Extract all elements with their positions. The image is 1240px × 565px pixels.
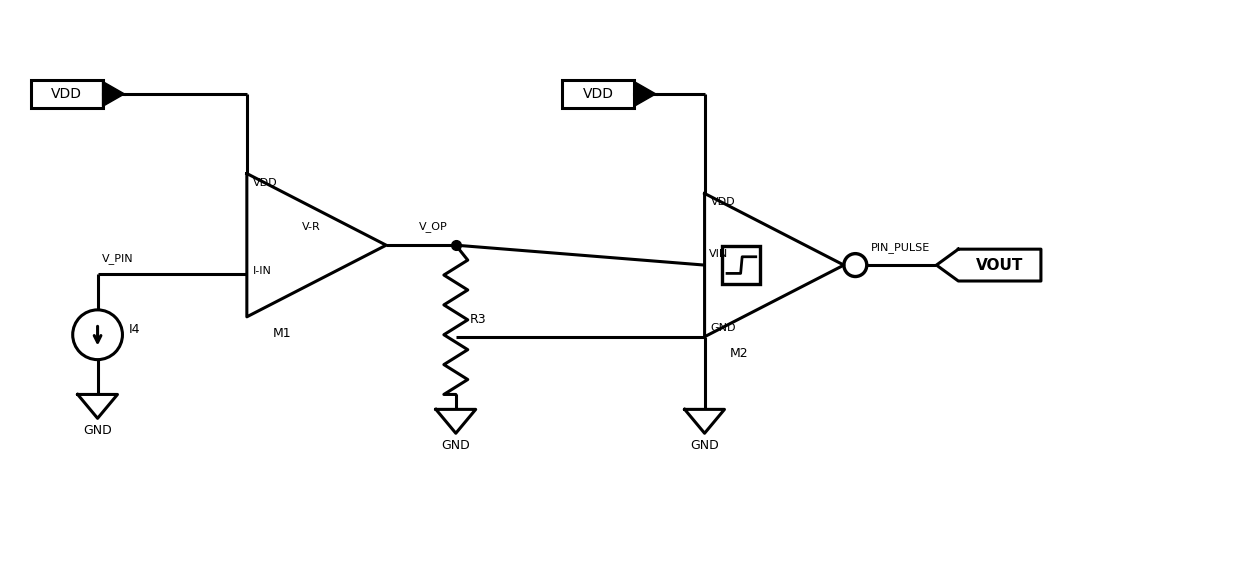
Text: VDD: VDD xyxy=(583,87,614,101)
Bar xyxy=(31,80,103,108)
Text: R3: R3 xyxy=(470,314,486,327)
Text: M2: M2 xyxy=(730,347,749,360)
Text: V_OP: V_OP xyxy=(419,221,448,232)
Text: GND: GND xyxy=(83,424,112,437)
Bar xyxy=(723,246,760,284)
Polygon shape xyxy=(78,394,118,418)
Text: I-IN: I-IN xyxy=(253,266,272,276)
Polygon shape xyxy=(684,410,724,433)
Text: V-R: V-R xyxy=(301,222,320,232)
Text: VDD: VDD xyxy=(51,87,82,101)
Polygon shape xyxy=(936,249,1040,281)
Text: VOUT: VOUT xyxy=(976,258,1023,272)
Text: GND: GND xyxy=(691,439,719,452)
Text: GND: GND xyxy=(711,323,737,333)
Text: VDD: VDD xyxy=(711,197,735,207)
Text: VDD: VDD xyxy=(253,177,278,188)
Polygon shape xyxy=(436,410,476,433)
Text: M1: M1 xyxy=(273,327,291,340)
Text: VIN: VIN xyxy=(708,249,728,259)
Text: I4: I4 xyxy=(129,323,140,336)
Bar xyxy=(562,80,634,108)
Polygon shape xyxy=(634,81,656,106)
Text: PIN_PULSE: PIN_PULSE xyxy=(870,242,930,253)
Text: V_PIN: V_PIN xyxy=(102,253,133,264)
Text: GND: GND xyxy=(441,439,470,452)
Polygon shape xyxy=(103,81,124,106)
